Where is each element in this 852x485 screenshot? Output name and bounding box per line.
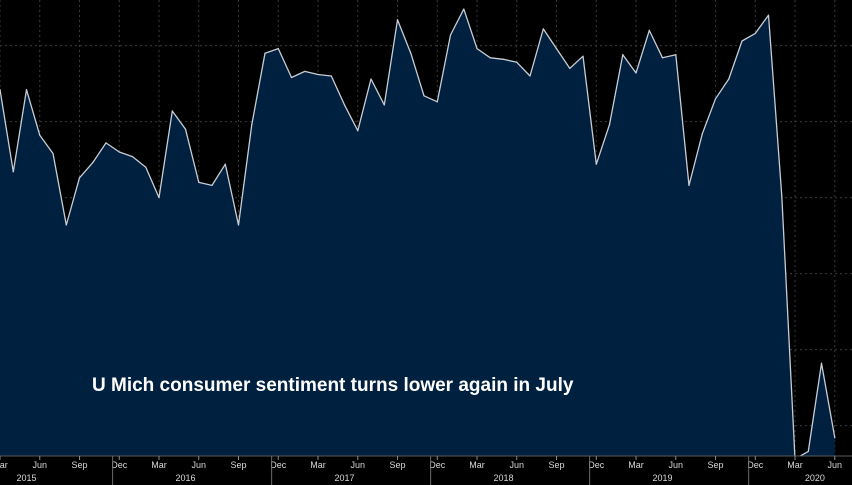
series-line [0, 8, 836, 460]
year-label: 2015 [16, 473, 36, 483]
data-point [582, 55, 584, 57]
data-point [237, 224, 240, 226]
x-tick-label: Jun [669, 460, 684, 470]
chart-title: U Mich consumer sentiment turns lower ag… [92, 375, 574, 396]
data-point [39, 134, 41, 136]
data-point [145, 166, 147, 168]
data-point [52, 152, 54, 155]
data-point [622, 54, 624, 56]
data-point [476, 48, 478, 50]
data-point [370, 78, 372, 80]
x-axis-ticks: Mar Jun Sep Dec Mar Jun Sep Dec Mar Jun Sep Dec Mar J… [0, 456, 842, 485]
data-point [118, 151, 120, 153]
data-point [741, 40, 743, 42]
data-point [131, 155, 134, 158]
x-tick-label: Sep [708, 460, 724, 470]
x-tick-label: Sep [230, 460, 246, 470]
x-tick-label: Sep [549, 460, 565, 470]
year-label: 2019 [653, 473, 673, 483]
data-point [701, 133, 703, 135]
data-point [463, 8, 465, 10]
x-tick-label: Jun [32, 460, 47, 470]
data-point [834, 437, 836, 439]
x-tick-label: Jun [510, 460, 525, 470]
data-point [648, 29, 650, 31]
data-point [343, 104, 346, 106]
x-tick-label: Dec [588, 460, 605, 470]
x-tick-label: Mar [0, 460, 8, 470]
data-point [569, 67, 571, 69]
data-point [158, 197, 160, 199]
x-tick-label: Mar [628, 460, 644, 470]
data-point [555, 48, 558, 50]
data-point [489, 57, 491, 59]
data-point [767, 14, 770, 16]
data-point [688, 184, 690, 187]
x-tick-label: Dec [429, 460, 446, 470]
data-point [224, 163, 226, 165]
data-point [807, 450, 809, 453]
x-tick-label: Dec [270, 460, 287, 470]
data-point [330, 75, 332, 77]
data-point [184, 128, 187, 130]
x-tick-label: Sep [390, 460, 406, 470]
data-points [0, 8, 836, 460]
data-point [357, 130, 359, 132]
x-tick-label: Sep [71, 460, 87, 470]
data-point [608, 124, 611, 126]
data-point [0, 89, 1, 91]
x-axis-band [0, 456, 852, 485]
data-point [675, 54, 677, 56]
x-tick-label: Jun [351, 460, 366, 470]
x-tick-label: Dec [747, 460, 764, 470]
year-label: 2017 [334, 473, 354, 483]
data-point [728, 78, 730, 80]
data-point [529, 75, 531, 77]
data-point [12, 171, 14, 173]
data-point [304, 70, 306, 73]
data-point [661, 57, 664, 59]
x-tick-label: Dec [111, 460, 128, 470]
data-point [423, 95, 425, 97]
data-point [396, 19, 399, 21]
data-point [516, 61, 518, 63]
data-point [251, 124, 253, 126]
data-point [635, 72, 637, 74]
x-tick-label: Mar [310, 460, 326, 470]
data-point [714, 98, 717, 100]
data-point [25, 89, 28, 91]
x-tick-label: Jun [828, 460, 843, 470]
x-tick-label: Mar [787, 460, 803, 470]
data-point [171, 110, 173, 112]
data-point [410, 52, 412, 54]
data-point [105, 142, 107, 144]
data-point [65, 224, 67, 226]
x-tick-label: Mar [151, 460, 167, 470]
data-point [211, 184, 213, 187]
data-point [92, 162, 94, 164]
data-point [277, 48, 279, 50]
data-point [820, 362, 823, 364]
data-point [436, 101, 438, 103]
data-point [781, 195, 783, 197]
x-tick-label: Mar [469, 460, 485, 470]
data-point [317, 73, 319, 76]
data-point [449, 34, 452, 36]
data-point [383, 104, 385, 106]
year-label: 2020 [805, 473, 825, 483]
data-point [264, 52, 266, 54]
data-point [290, 76, 293, 79]
data-point [198, 181, 200, 183]
series-area-fill [0, 9, 835, 459]
year-label: 2016 [175, 473, 195, 483]
data-point [595, 163, 597, 165]
data-point [78, 177, 81, 179]
data-point [542, 28, 544, 30]
year-label: 2018 [493, 473, 513, 483]
data-point [754, 32, 756, 35]
x-tick-label: Jun [191, 460, 206, 470]
data-point [502, 58, 505, 60]
